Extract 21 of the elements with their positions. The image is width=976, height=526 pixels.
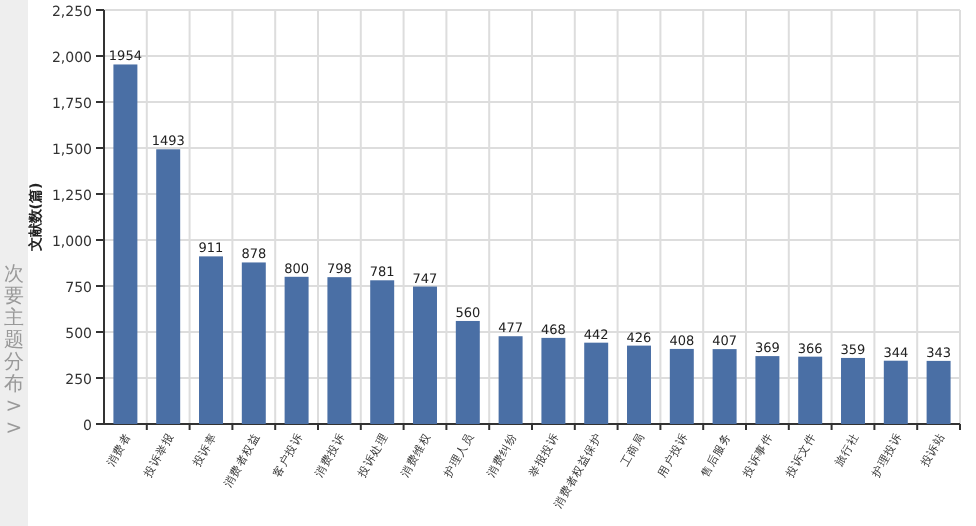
bar — [498, 336, 523, 424]
bar — [712, 349, 737, 424]
bar — [199, 256, 223, 424]
bar — [370, 280, 395, 424]
bar — [284, 276, 309, 424]
bar — [584, 342, 609, 424]
bar — [926, 360, 951, 424]
bar — [841, 357, 865, 424]
bar — [455, 320, 480, 424]
annotation: 次要主题分布 >> — [4, 264, 24, 440]
bar — [798, 356, 823, 424]
bar — [755, 356, 780, 424]
bar — [156, 149, 181, 424]
bar — [241, 262, 266, 424]
bar — [327, 277, 352, 424]
bar — [113, 64, 138, 424]
bar — [627, 345, 651, 424]
bar — [669, 348, 694, 424]
bar — [413, 286, 437, 424]
bar — [541, 337, 566, 424]
bar — [883, 360, 908, 424]
